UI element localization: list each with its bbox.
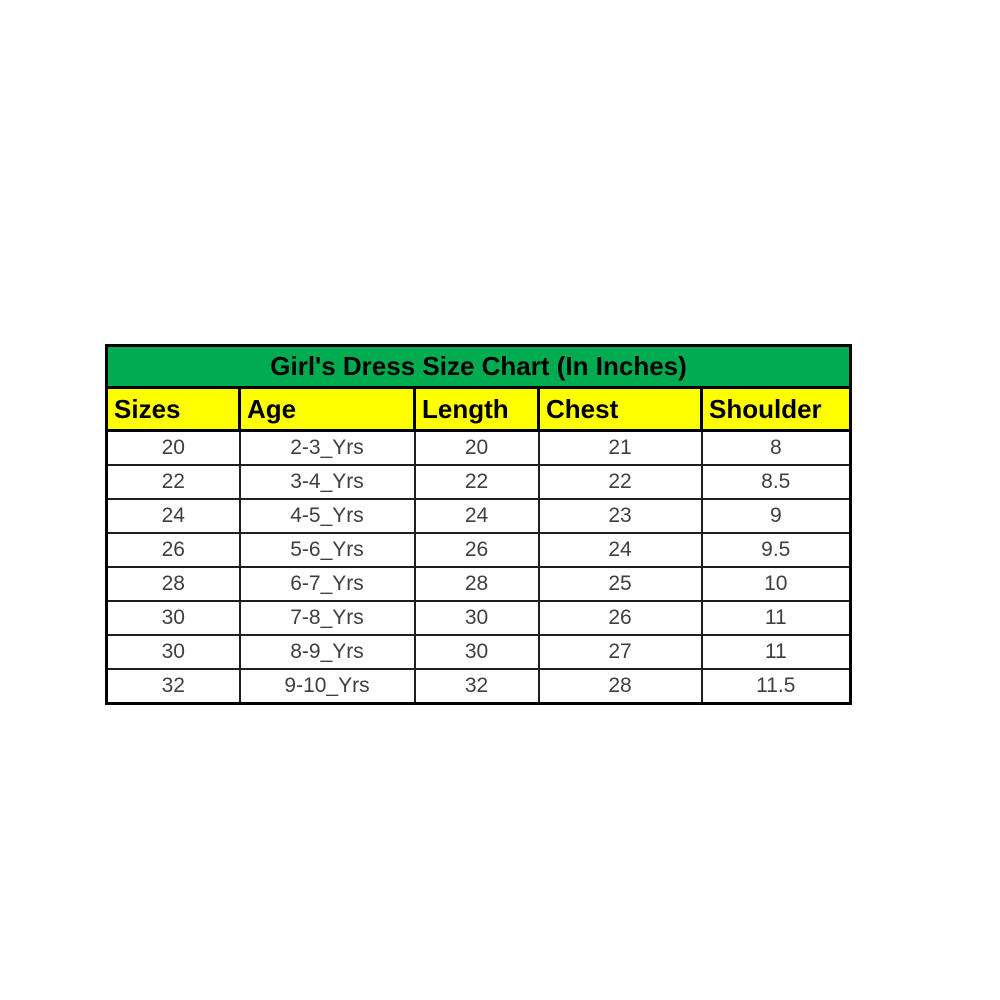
table-cell: 30	[105, 600, 241, 636]
table-cell: 32	[413, 668, 540, 705]
table-cell: 32	[105, 668, 241, 705]
table-row: 20 2-3_Yrs 20 21 8	[105, 429, 852, 466]
table-cell: 30	[413, 600, 540, 636]
table-cell: 28	[537, 668, 703, 705]
table-cell: 7-8_Yrs	[238, 600, 416, 636]
column-header-sizes: Sizes	[105, 386, 241, 432]
table-cell: 30	[413, 634, 540, 670]
table-body: 20 2-3_Yrs 20 21 8 22 3-4_Yrs 22 22 8.5 24 4-5_Yrs 2…	[105, 429, 852, 705]
column-header-age: Age	[238, 386, 416, 432]
table-cell: 22	[105, 464, 241, 500]
table-row: 22 3-4_Yrs 22 22 8.5	[105, 464, 852, 500]
table-cell: 20	[413, 429, 540, 466]
table-row: 28 6-7_Yrs 28 25 10	[105, 566, 852, 602]
table-cell: 24	[105, 498, 241, 534]
table-cell: 24	[413, 498, 540, 534]
table-cell: 9	[700, 498, 852, 534]
table-cell: 8-9_Yrs	[238, 634, 416, 670]
table-cell: 26	[413, 532, 540, 568]
table-cell: 4-5_Yrs	[238, 498, 416, 534]
table-cell: 25	[537, 566, 703, 602]
table-cell: 5-6_Yrs	[238, 532, 416, 568]
table-cell: 10	[700, 566, 852, 602]
table-row: 26 5-6_Yrs 26 24 9.5	[105, 532, 852, 568]
table-cell: 9.5	[700, 532, 852, 568]
table-cell: 6-7_Yrs	[238, 566, 416, 602]
table-row: 32 9-10_Yrs 32 28 11.5	[105, 668, 852, 705]
size-chart-table: Girl's Dress Size Chart (In Inches) Size…	[104, 344, 853, 705]
table-cell: 28	[105, 566, 241, 602]
table-cell: 23	[537, 498, 703, 534]
table-row: 24 4-5_Yrs 24 23 9	[105, 498, 852, 534]
table-cell: 26	[537, 600, 703, 636]
column-header-length: Length	[413, 386, 540, 432]
column-header-shoulder: Shoulder	[699, 386, 853, 432]
column-header-chest: Chest	[537, 386, 703, 432]
table-cell: 24	[537, 532, 703, 568]
table-cell: 21	[537, 429, 703, 466]
table-cell: 30	[105, 634, 241, 670]
table-cell: 22	[537, 464, 703, 500]
table-row: 30 7-8_Yrs 30 26 11	[105, 600, 852, 636]
table-cell: 3-4_Yrs	[238, 464, 416, 500]
title-row: Girl's Dress Size Chart (In Inches)	[104, 344, 853, 389]
table-cell: 20	[105, 429, 241, 466]
table-cell: 11.5	[700, 668, 852, 705]
table-cell: 8	[700, 429, 852, 466]
table-title: Girl's Dress Size Chart (In Inches)	[104, 344, 853, 389]
table-cell: 11	[700, 634, 852, 670]
table-cell: 22	[413, 464, 540, 500]
table-cell: 8.5	[700, 464, 852, 500]
table-cell: 9-10_Yrs	[238, 668, 416, 705]
table-cell: 11	[700, 600, 852, 636]
table-cell: 28	[413, 566, 540, 602]
header-row: Sizes Age Length Chest Shoulder	[105, 386, 853, 432]
table-cell: 26	[105, 532, 241, 568]
table-cell: 27	[537, 634, 703, 670]
table-row: 30 8-9_Yrs 30 27 11	[105, 634, 852, 670]
table-cell: 2-3_Yrs	[238, 429, 416, 466]
